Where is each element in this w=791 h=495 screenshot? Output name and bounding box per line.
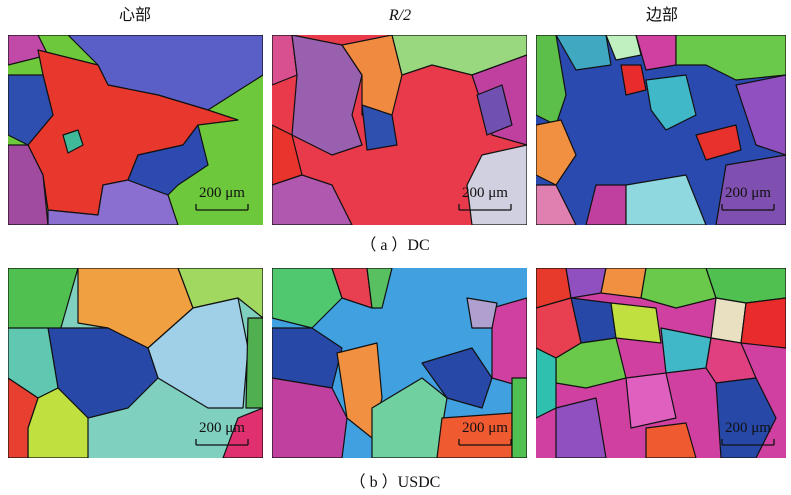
- caption: （ a ）DC: [360, 236, 429, 254]
- grain: [467, 298, 497, 328]
- grain: [711, 298, 746, 343]
- grain: [741, 298, 786, 348]
- grain: [566, 268, 606, 298]
- caption: （ b ）USDC: [350, 473, 441, 491]
- grain: [601, 268, 646, 298]
- grain: [246, 318, 263, 408]
- grain: [536, 348, 556, 418]
- column-header: 心部: [119, 6, 151, 24]
- scale-label: 200 μm: [199, 420, 245, 436]
- scale-label: 200 μm: [725, 185, 771, 201]
- column-header: R/2: [388, 7, 411, 24]
- grain: [512, 378, 527, 458]
- scale-label: 200 μm: [725, 420, 771, 436]
- scale-label: 200 μm: [462, 185, 508, 201]
- scale-label: 200 μm: [462, 420, 508, 436]
- grain: [611, 303, 661, 343]
- column-header: 边部: [646, 6, 678, 24]
- figure: 心部 R/2 边部: [0, 0, 791, 495]
- grain: [621, 65, 646, 95]
- grain: [492, 298, 527, 388]
- scale-label: 200 μm: [199, 185, 245, 201]
